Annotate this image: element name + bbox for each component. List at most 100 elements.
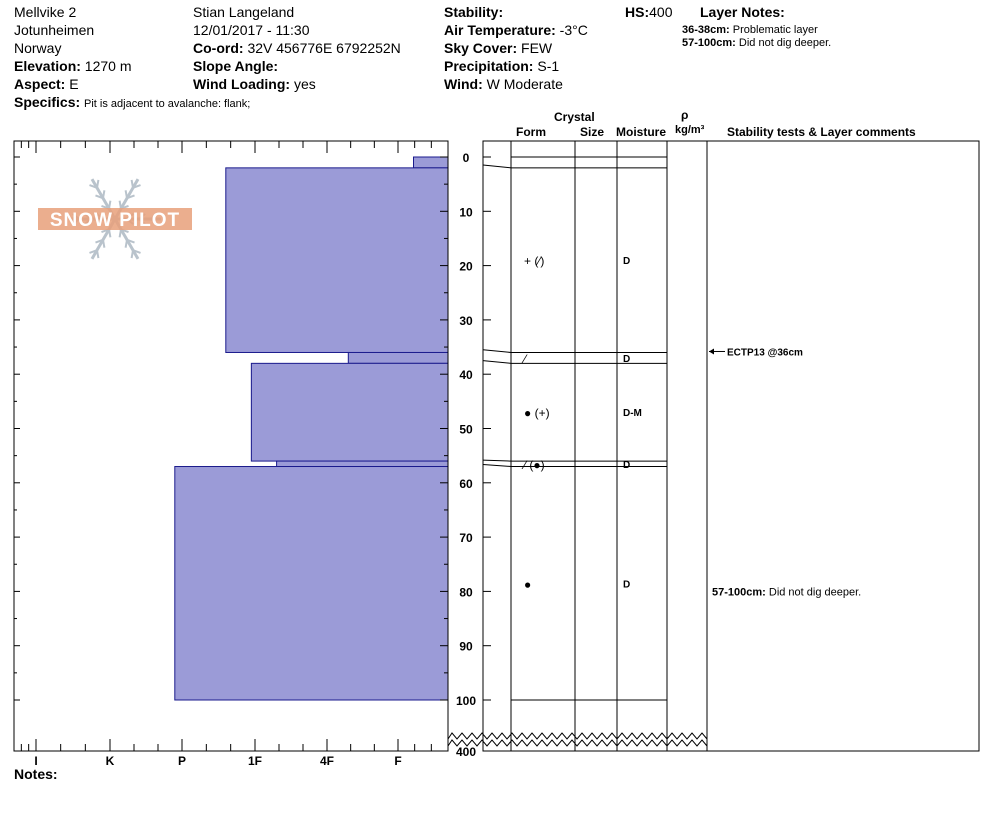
layer-notes-title: Layer Notes:	[700, 4, 785, 20]
depth-break-line	[447, 732, 708, 740]
specifics-value: Pit is adjacent to avalanche: flank;	[84, 98, 251, 110]
snowflake-branch	[124, 239, 128, 248]
layer-form: ●	[524, 577, 531, 591]
snowflake-branch	[108, 229, 112, 238]
snowflake-branch	[89, 249, 98, 254]
y-tick-label: 50	[459, 423, 473, 437]
x-tick-label: I	[34, 754, 37, 768]
layer-form: ⁄ (●)	[521, 458, 545, 472]
location-country: Norway	[14, 40, 62, 56]
x-tick-label: 1F	[248, 754, 262, 768]
precipitation: Precipitation: S-1	[444, 58, 559, 75]
elevation-label: Elevation:	[14, 58, 81, 74]
snowflake-branch	[108, 200, 112, 209]
aspect: Aspect: E	[14, 76, 79, 93]
snowflake-branch	[126, 194, 135, 200]
layer-comment-text: Did not dig deeper.	[769, 586, 861, 598]
air-temp-label: Air Temperature:	[444, 22, 556, 38]
crystal-header: Crystal	[554, 110, 595, 124]
snowflake-branch	[102, 190, 106, 199]
datetime: 12/01/2017 - 11:30	[193, 22, 310, 38]
air-temp-value: -3°C	[559, 22, 588, 38]
layer-form: ⁄	[521, 352, 528, 366]
hardness-bar	[174, 466, 449, 701]
sky-cover: Sky Cover: FEW	[444, 40, 552, 57]
layer-comment: 57-100cm: Did not dig deeper.	[712, 586, 861, 598]
hs-label: HS:	[625, 4, 650, 20]
form-header: Form	[516, 125, 546, 139]
wind: Wind: W Moderate	[444, 76, 563, 93]
hardness-bar	[413, 156, 449, 169]
wind-label: Wind:	[444, 76, 483, 92]
chart-frame	[13, 140, 980, 752]
stability-label: Stability:	[444, 4, 504, 20]
snowflake-branch	[96, 250, 100, 259]
snowflake-branch	[132, 184, 141, 189]
wind-loading-label: Wind Loading:	[193, 76, 291, 92]
x-tick-label: 4F	[320, 754, 334, 768]
y-tick-label: 60	[459, 477, 473, 491]
layer-moisture: D	[623, 354, 630, 365]
stability-comments-header: Stability tests & Layer comments	[727, 125, 916, 139]
hardness-bar	[276, 460, 449, 468]
precipitation-label: Precipitation:	[444, 58, 534, 74]
y-tick-label: 20	[459, 260, 473, 274]
logo-text: SNOW PILOT	[50, 210, 180, 231]
layer-note-range: 36-38cm:	[682, 24, 730, 36]
specifics-label: Specifics:	[14, 94, 81, 110]
coord-value: 32V 456776E 6792252N	[247, 40, 401, 56]
y-tick-label: 90	[459, 640, 473, 654]
layer-note-text: Problematic layer	[732, 24, 818, 36]
stability: Stability:	[444, 4, 503, 21]
snowflake-branch	[130, 179, 134, 188]
snowpilot-logo: SNOW PILOT	[38, 178, 192, 260]
layer-connector	[482, 349, 512, 353]
layer-table: + (⁄) D ⁄ D ● (+) D-M ⁄ (●) D ● D ECTP13 @36cm 57-1…	[447, 141, 861, 751]
precipitation-value: S-1	[537, 58, 560, 74]
hardness-bars	[174, 156, 449, 701]
location-name: Mellvike 2	[14, 4, 77, 20]
elevation-value: 1270 m	[84, 58, 132, 74]
layer-form: + (⁄)	[524, 254, 544, 268]
layer-moisture: D	[623, 256, 630, 267]
axis-ticks: 0 10 20 30 40 50 60 70 80 90 100 400 I K P 1F 4F F	[14, 141, 491, 768]
layer-note-1: 36-38cm: Problematic layer	[682, 24, 818, 37]
layer-note-2: 57-100cm: Did not dig deeper.	[682, 37, 831, 50]
specifics: Specifics: Pit is adjacent to avalanche:…	[14, 94, 250, 111]
snowflake-branch	[95, 238, 104, 244]
sky-cover-label: Sky Cover:	[444, 40, 518, 56]
layer-note-range: 57-100cm:	[682, 37, 736, 49]
elevation: Elevation: 1270 m	[14, 58, 132, 75]
hardness-bar	[225, 167, 449, 353]
layer-connector	[482, 464, 512, 468]
hs: HS:400	[625, 4, 672, 21]
logo-band	[38, 208, 192, 230]
wind-loading-value: yes	[293, 76, 316, 92]
y-tick-label: 30	[459, 314, 473, 328]
hardness-bar	[250, 362, 449, 462]
y-tick-label: 70	[459, 531, 473, 545]
y-tick-label: 40	[459, 368, 473, 382]
layer-connector	[482, 360, 512, 364]
snowflake-branch	[118, 229, 122, 238]
snowflake-branch	[95, 194, 104, 200]
layer-moisture: D	[623, 460, 630, 471]
layer-form: ● (+)	[524, 406, 550, 420]
layer-comment-range: 57-100cm:	[712, 586, 769, 598]
stability-test-label: ECTP13 @36cm	[727, 347, 803, 358]
location-range: Jotunheimen	[14, 22, 95, 38]
snowflake-branch	[130, 250, 134, 259]
layer-note-text: Did not dig deeper.	[738, 37, 832, 49]
snowflake-branch	[96, 179, 100, 188]
table-frame	[482, 140, 980, 752]
hardness-bar	[347, 351, 449, 364]
y-break-label: 400	[456, 745, 476, 759]
snowflake-branch	[89, 184, 98, 189]
layer-moisture: D	[623, 579, 630, 590]
snowflake-branch	[132, 249, 141, 254]
density-symbol: ρ	[681, 108, 689, 122]
x-tick-label: F	[394, 754, 401, 768]
wind-loading: Wind Loading: yes	[193, 76, 316, 93]
wind-value: W Moderate	[486, 76, 563, 92]
